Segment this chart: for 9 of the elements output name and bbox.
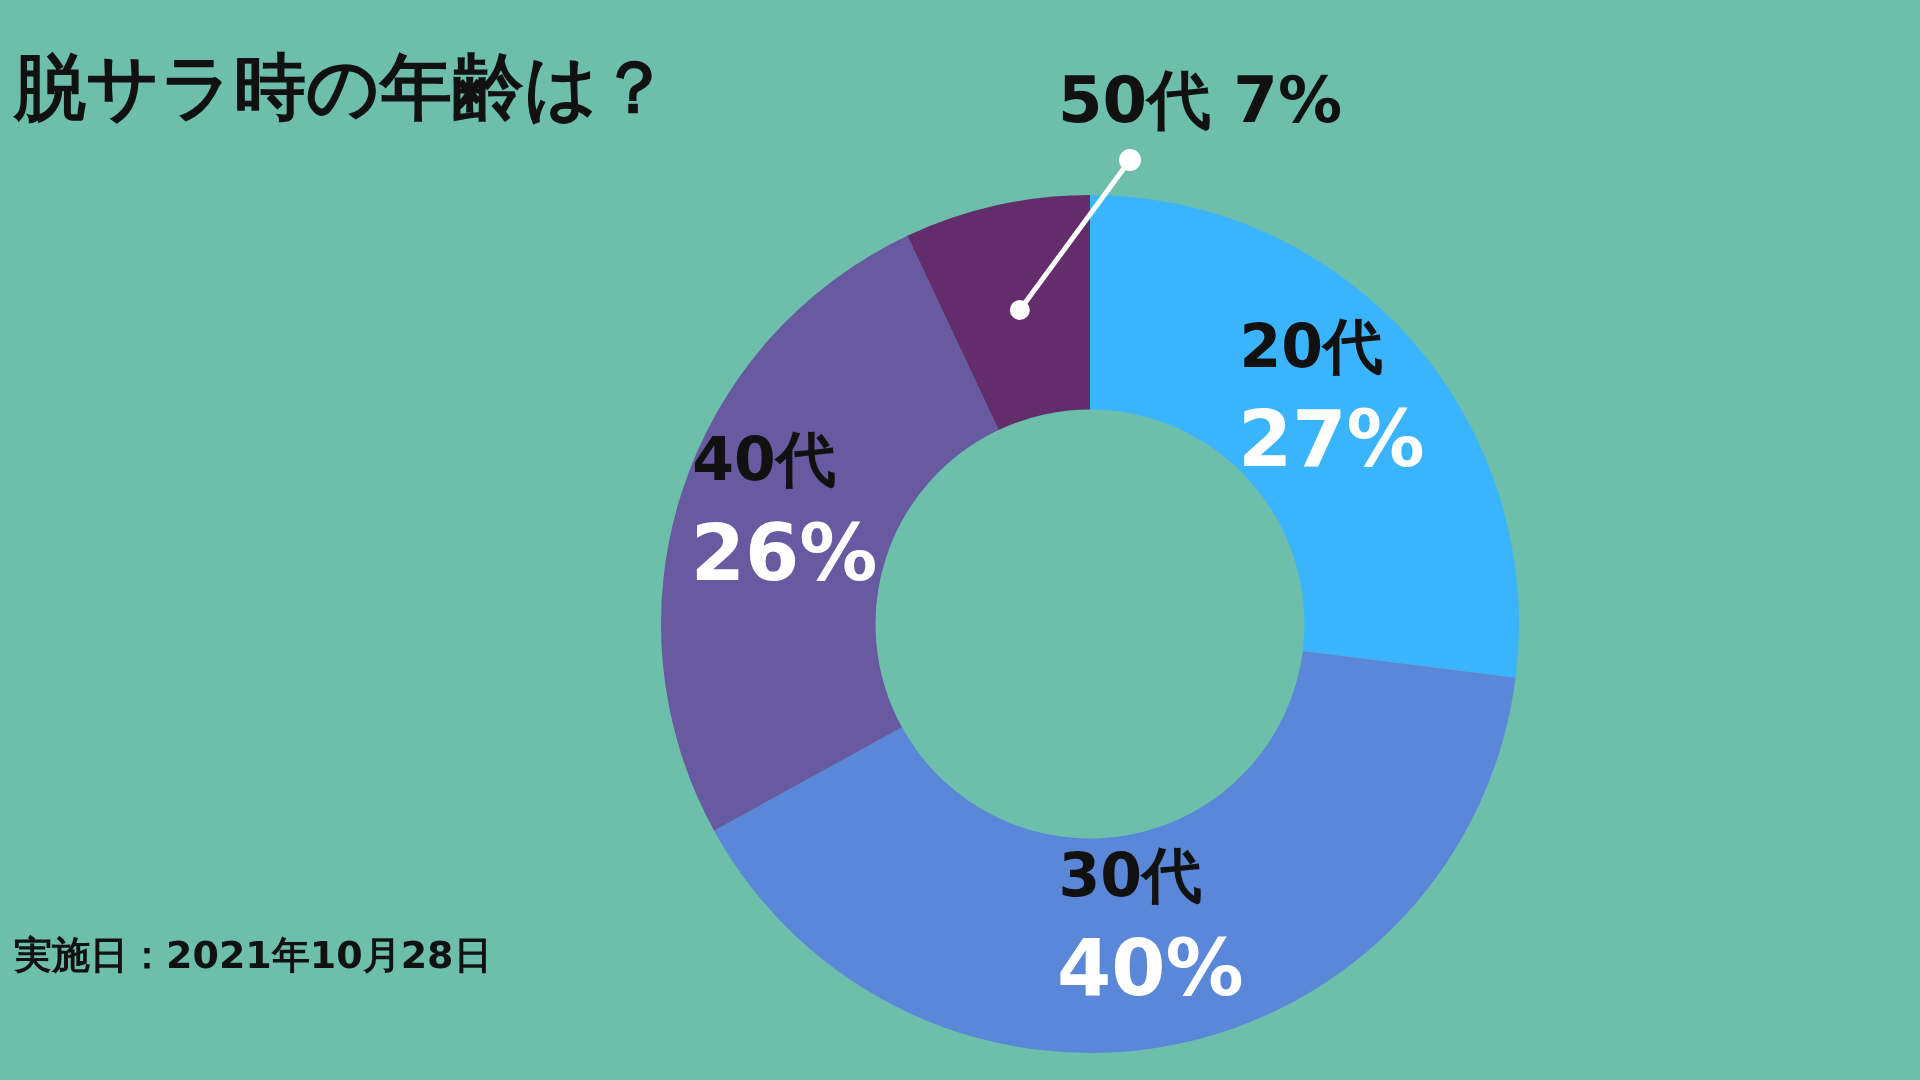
slice-label: 40代: [692, 424, 836, 495]
data-label: 27%: [1238, 394, 1425, 485]
data-label: 40%: [1056, 923, 1244, 1014]
data-label: 26%: [690, 507, 878, 598]
slice-label: 50代 7%: [1058, 62, 1342, 137]
text: 実施日：2021年10月28日: [14, 932, 492, 979]
slice-label: 30代: [1058, 839, 1203, 910]
slice-label: 20代: [1239, 310, 1384, 381]
chart-title: 脱サラ時の年齢は？: [14, 44, 670, 131]
